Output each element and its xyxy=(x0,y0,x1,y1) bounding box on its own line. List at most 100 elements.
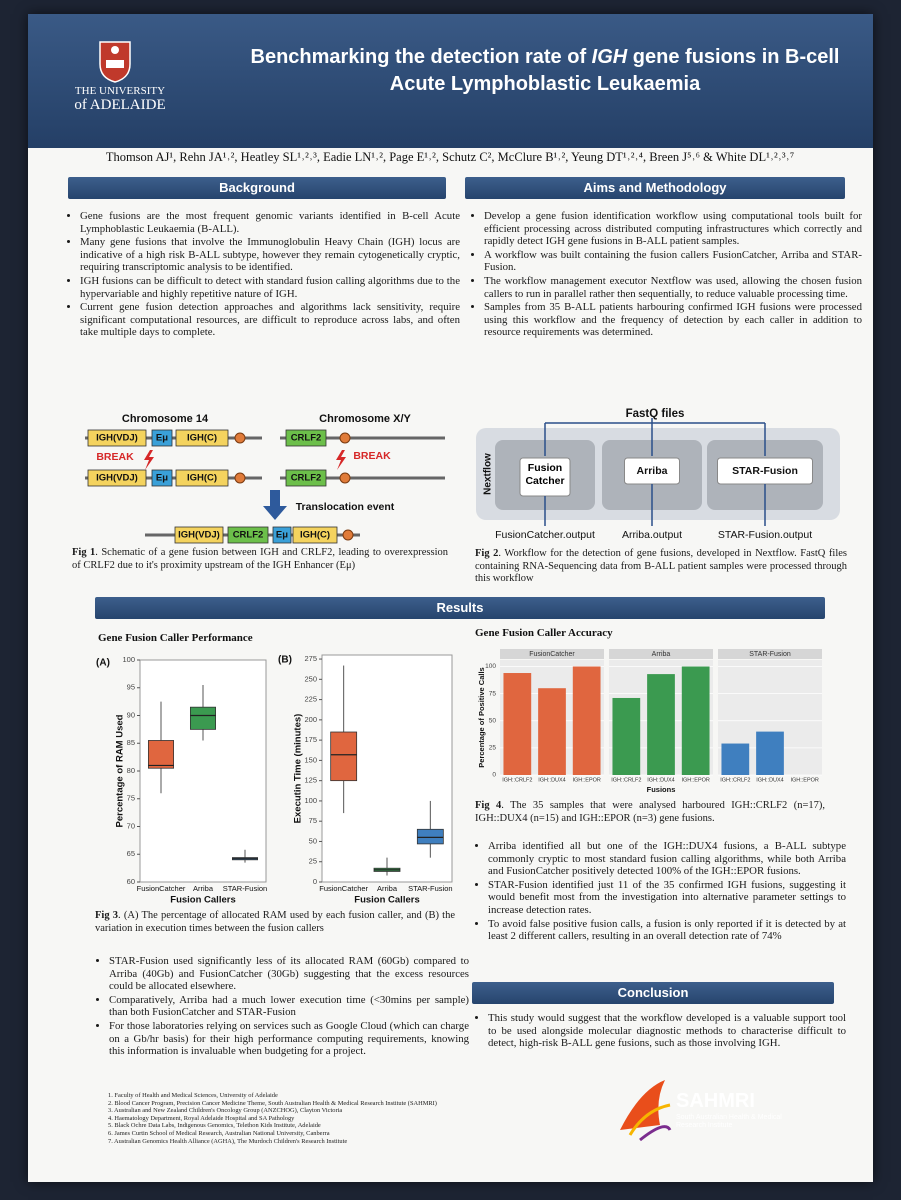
label: Fusions xyxy=(647,785,676,794)
bullet-list: Gene fusions are the most frequent genom… xyxy=(66,210,460,340)
university-name: THE UNIVERSITY of ADELAIDE xyxy=(60,84,180,113)
label: Chromosome X/Y xyxy=(319,413,411,425)
bar xyxy=(756,731,784,775)
footnote: 1. Faculty of Health and Medical Science… xyxy=(108,1092,278,1099)
bullet: A workflow was built containing the fusi… xyxy=(484,249,862,274)
footnote: 4. Haematology Department, Royal Adelaid… xyxy=(108,1114,295,1122)
footnote: 2. Blood Cancer Program, Precision Cance… xyxy=(108,1099,437,1107)
label: 125 xyxy=(304,776,317,785)
figure-caption: Fig 1. Schematic of a gene fusion betwee… xyxy=(72,547,448,572)
caption-label: Fig 1 xyxy=(72,547,96,558)
label: IGH(C) xyxy=(187,433,217,444)
bullet-list: This study would suggest that the workfl… xyxy=(474,1012,846,1051)
header-band xyxy=(28,14,873,148)
label: 0 xyxy=(492,772,496,779)
label: FastQ files xyxy=(626,408,685,420)
label: Percentage of RAM Used xyxy=(115,714,126,827)
bullet: To avoid false positive fusion calls, a … xyxy=(488,918,846,943)
bullet: STAR-Fusion identified just 11 of the 35… xyxy=(488,879,846,917)
label: FusionCatcher xyxy=(529,651,575,658)
centromere xyxy=(342,529,354,541)
gene-box xyxy=(151,469,173,487)
title-part: gene fusions in B-cell Acute Lymphoblast… xyxy=(389,46,840,95)
facet-strip xyxy=(718,649,822,659)
bar xyxy=(503,673,532,775)
caller-name: Fusion Catcher xyxy=(525,462,564,487)
label: Fusion Callers xyxy=(170,895,235,906)
label: STAR-Fusion xyxy=(732,465,798,477)
label: IGH::DUX4 xyxy=(538,777,566,783)
caption-text: . The 35 samples that were analysed harb… xyxy=(475,800,825,824)
label: 75 xyxy=(127,794,135,803)
label: 95 xyxy=(127,683,135,692)
centromere xyxy=(234,472,246,484)
label: Arriba xyxy=(637,465,668,477)
label: 0 xyxy=(313,877,317,886)
label: Eμ xyxy=(156,473,168,484)
box xyxy=(416,828,444,845)
section-heading: Aims and Methodology xyxy=(465,177,845,199)
sahmri-logo-mark xyxy=(620,1080,672,1142)
footnote: 6. James Curtin School of Medical Resear… xyxy=(108,1129,330,1137)
bar xyxy=(572,666,601,775)
bullet-list: Arriba identified all but one of the IGH… xyxy=(474,840,846,944)
label: 25 xyxy=(309,857,317,866)
caption-text: . Workflow for the detection of gene fus… xyxy=(475,548,847,584)
label: Fusion Callers xyxy=(354,895,419,906)
centromere xyxy=(339,432,351,444)
bullet: Arriba identified all but one of the IGH… xyxy=(488,840,846,878)
bullet: Develop a gene fusion identification wor… xyxy=(484,210,862,248)
break-bolt xyxy=(336,450,346,470)
label: IGH::DUX4 xyxy=(647,777,675,783)
box xyxy=(147,740,174,769)
label: 250 xyxy=(304,674,317,683)
label: CRLF2 xyxy=(233,530,264,541)
label: 65 xyxy=(127,849,135,858)
caption-label: Fig 2 xyxy=(475,548,499,559)
gene-box xyxy=(285,429,327,447)
label: Arriba.output xyxy=(622,529,682,541)
label: IGH::DUX4 xyxy=(756,777,784,783)
label: CRLF2 xyxy=(291,433,322,444)
gene-box xyxy=(175,469,229,487)
label: IGH(C) xyxy=(300,530,330,541)
bullet: Gene fusions are the most frequent genom… xyxy=(80,210,460,235)
gene-box xyxy=(174,526,224,544)
centromere xyxy=(234,432,246,444)
sahmri-name: SAHMRI xyxy=(676,1090,755,1112)
gene-box xyxy=(285,469,327,487)
label: 50 xyxy=(489,717,497,724)
label: IGH(VDJ) xyxy=(178,530,220,541)
label: 60 xyxy=(127,877,135,886)
label: (B) xyxy=(278,655,292,666)
break-bolt xyxy=(144,450,154,470)
bullet: The workflow management executor Nextflo… xyxy=(484,275,862,300)
gene-box xyxy=(292,526,338,544)
label: 50 xyxy=(309,836,317,845)
footnote: 5. Black Ochre Data Labs, Indigenous Gen… xyxy=(108,1122,321,1130)
bar xyxy=(612,697,641,775)
label: 150 xyxy=(304,755,317,764)
poster-title: Benchmarking the detection rate of IGH g… xyxy=(240,44,850,98)
label: Chromosome 14 xyxy=(122,413,209,425)
bullet: Many gene fusions that involve the Immun… xyxy=(80,236,460,274)
figure-caption: Fig 4. The 35 samples that were analysed… xyxy=(475,800,825,825)
footnote: 7. Australian Genomics Health Alliance (… xyxy=(108,1137,348,1145)
label: IGH::EPOR xyxy=(790,777,818,783)
label: Eμ xyxy=(276,530,288,541)
gene-box xyxy=(87,469,147,487)
label: IGH(VDJ) xyxy=(96,433,138,444)
title-part: IGH xyxy=(591,46,628,68)
bullet: Comparatively, Arriba had a much lower e… xyxy=(109,994,469,1019)
label: 75 xyxy=(489,690,497,697)
label: (A) xyxy=(96,658,110,669)
label: FusionCatcher.output xyxy=(495,529,595,541)
figure-caption: Fig 3. (A) The percentage of allocated R… xyxy=(95,910,455,935)
label: Eμ xyxy=(156,433,168,444)
facet-strip xyxy=(500,649,604,659)
authors: Thomson AJ¹, Rehn JA¹˒², Heatley SL¹˒²˒³… xyxy=(105,150,795,164)
label: 85 xyxy=(127,738,135,747)
bar xyxy=(647,674,675,775)
figure-caption: Fig 2. Workflow for the detection of gen… xyxy=(475,548,847,586)
